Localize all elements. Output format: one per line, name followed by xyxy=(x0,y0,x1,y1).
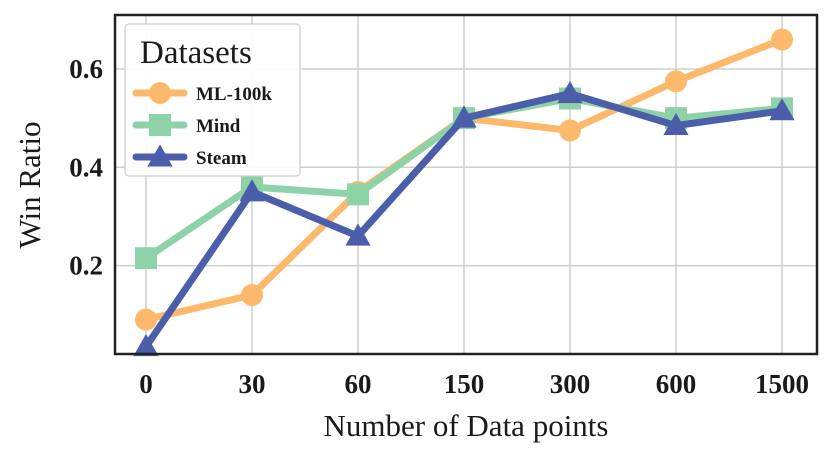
legend-label: ML-100k xyxy=(196,84,272,105)
series-steam xyxy=(133,80,795,357)
data-point xyxy=(239,179,265,202)
legend-item: Mind xyxy=(132,114,241,137)
legend-item: ML-100k xyxy=(132,82,272,105)
data-point xyxy=(451,105,477,128)
y-tick-label: 0.2 xyxy=(69,251,103,281)
y-axis-label: Win Ratio xyxy=(12,121,47,248)
data-point xyxy=(135,247,157,270)
legend-item: Steam xyxy=(132,144,247,169)
legend-swatch-marker xyxy=(147,144,173,167)
x-axis-label: Number of Data points xyxy=(324,408,609,443)
data-point xyxy=(347,183,369,206)
x-tick-label: 30 xyxy=(239,369,266,399)
series-layer xyxy=(133,28,795,357)
legend-label: Steam xyxy=(196,148,247,169)
plot-frame xyxy=(113,13,819,356)
legend-swatch-marker xyxy=(149,82,171,104)
data-point xyxy=(559,119,581,142)
x-tick-label: 0 xyxy=(139,369,153,399)
y-tick-label: 0.6 xyxy=(69,54,103,84)
x-tick-label: 300 xyxy=(550,369,591,399)
data-point xyxy=(557,80,583,104)
data-point xyxy=(665,70,687,93)
data-point xyxy=(771,28,793,51)
legend: Datasets ML-100k Mind Steam xyxy=(124,23,301,177)
y-tick-label: 0.4 xyxy=(69,152,103,182)
tick-labels: 0 30 60 150 300 600 1500 0.2 0.4 0.6 xyxy=(69,54,809,399)
legend-box xyxy=(124,23,301,177)
data-point xyxy=(769,98,795,121)
data-point xyxy=(135,308,157,331)
data-point xyxy=(663,112,689,136)
data-point xyxy=(241,284,263,307)
x-tick-label: 1500 xyxy=(755,369,809,399)
x-tick-label: 600 xyxy=(656,369,697,399)
legend-swatch-marker xyxy=(149,114,171,136)
x-tick-label: 150 xyxy=(444,369,485,399)
legend-title: Datasets xyxy=(140,35,252,71)
x-tick-label: 60 xyxy=(345,369,372,399)
data-point xyxy=(345,223,371,246)
legend-label: Mind xyxy=(196,116,241,137)
data-point xyxy=(133,333,159,357)
